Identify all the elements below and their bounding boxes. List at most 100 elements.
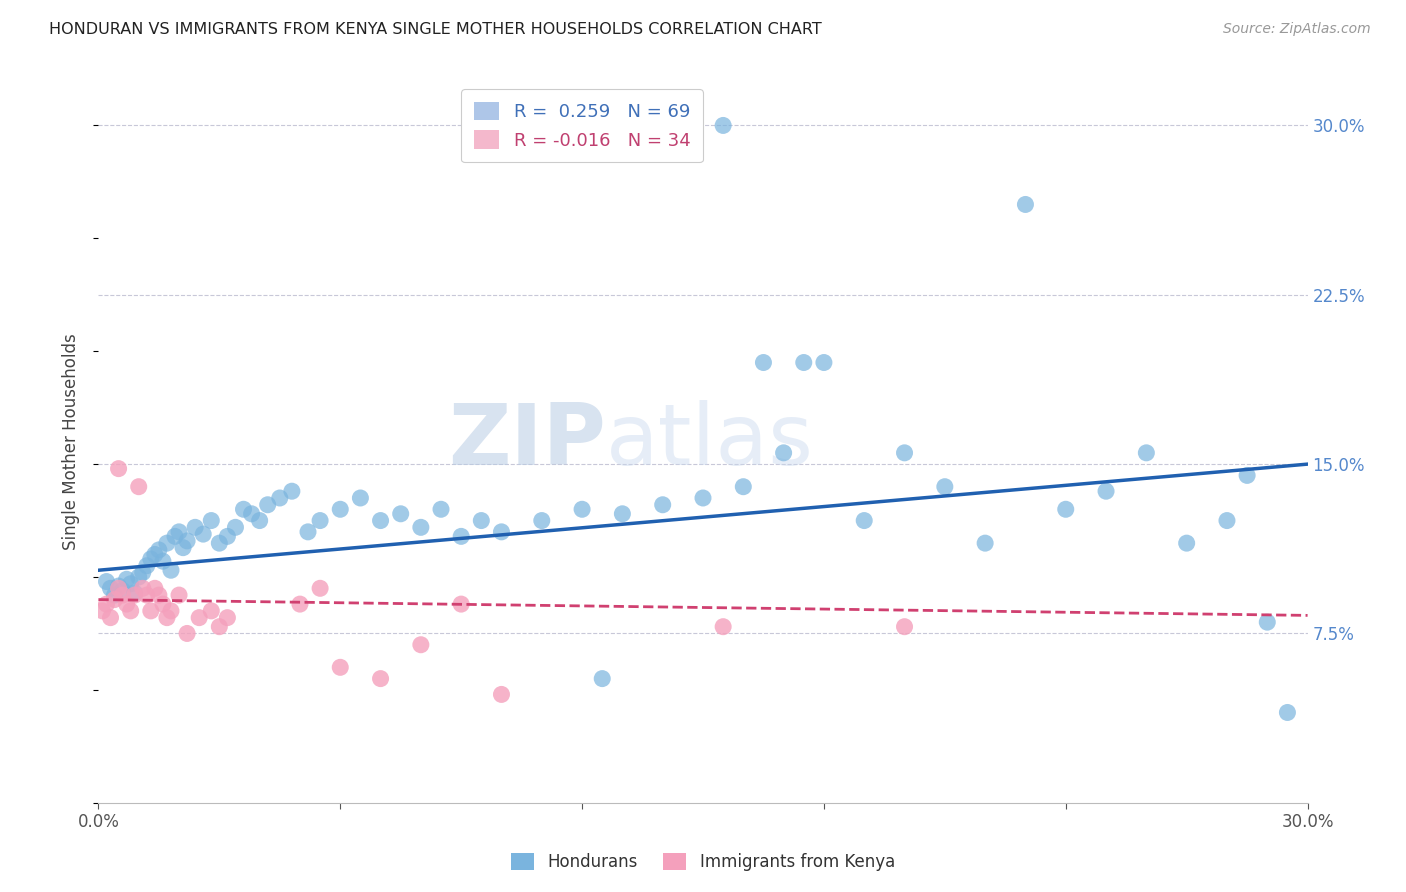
Point: [176, 533, 198, 548]
Point: [107, 461, 129, 475]
Text: Source: ZipAtlas.com: Source: ZipAtlas.com: [1223, 22, 1371, 37]
Point: [217, 610, 239, 624]
Point: [139, 604, 162, 618]
Point: [167, 524, 190, 539]
Point: [297, 524, 319, 539]
Point: [349, 491, 371, 505]
Point: [208, 536, 231, 550]
Point: [188, 610, 211, 624]
Point: [124, 586, 146, 600]
Point: [530, 514, 553, 528]
Point: [711, 620, 734, 634]
Point: [450, 597, 472, 611]
Point: [143, 548, 166, 562]
Point: [176, 626, 198, 640]
Point: [103, 592, 125, 607]
Point: [172, 541, 194, 555]
Point: [893, 620, 915, 634]
Point: [167, 588, 190, 602]
Point: [1216, 514, 1239, 528]
Point: [1095, 484, 1118, 499]
Point: [135, 588, 157, 602]
Point: [1236, 468, 1258, 483]
Point: [309, 582, 332, 596]
Point: [115, 597, 138, 611]
Point: [148, 588, 170, 602]
Legend: Hondurans, Immigrants from Kenya: Hondurans, Immigrants from Kenya: [503, 845, 903, 880]
Point: [128, 570, 150, 584]
Text: atlas: atlas: [606, 400, 814, 483]
Point: [853, 514, 876, 528]
Point: [370, 514, 392, 528]
Point: [309, 514, 332, 528]
Point: [612, 507, 634, 521]
Point: [651, 498, 673, 512]
Point: [450, 529, 472, 543]
Point: [100, 582, 122, 596]
Point: [148, 542, 170, 557]
Point: [217, 529, 239, 543]
Point: [184, 520, 207, 534]
Legend: R =  0.259   N = 69, R = -0.016   N = 34: R = 0.259 N = 69, R = -0.016 N = 34: [461, 89, 703, 162]
Point: [160, 604, 183, 618]
Point: [1277, 706, 1299, 720]
Y-axis label: Single Mother Households: Single Mother Households: [62, 334, 80, 549]
Point: [491, 687, 513, 701]
Point: [1135, 446, 1157, 460]
Text: HONDURAN VS IMMIGRANTS FROM KENYA SINGLE MOTHER HOUSEHOLDS CORRELATION CHART: HONDURAN VS IMMIGRANTS FROM KENYA SINGLE…: [49, 22, 823, 37]
Point: [200, 514, 222, 528]
Point: [120, 604, 142, 618]
Point: [733, 480, 755, 494]
Point: [111, 583, 134, 598]
Point: [934, 480, 956, 494]
Point: [132, 582, 155, 596]
Point: [249, 514, 271, 528]
Point: [156, 536, 179, 550]
Point: [1256, 615, 1278, 630]
Point: [107, 579, 129, 593]
Point: [793, 355, 815, 369]
Point: [240, 507, 263, 521]
Point: [111, 588, 134, 602]
Point: [143, 582, 166, 596]
Point: [96, 597, 118, 611]
Point: [1175, 536, 1198, 550]
Point: [974, 536, 997, 550]
Point: [269, 491, 291, 505]
Point: [103, 588, 125, 602]
Point: [813, 355, 835, 369]
Point: [329, 502, 352, 516]
Point: [430, 502, 453, 516]
Point: [115, 572, 138, 586]
Point: [1014, 197, 1036, 211]
Point: [752, 355, 775, 369]
Point: [96, 574, 118, 589]
Point: [128, 480, 150, 494]
Point: [100, 610, 122, 624]
Point: [409, 638, 432, 652]
Point: [370, 672, 392, 686]
Point: [281, 484, 304, 499]
Point: [193, 527, 215, 541]
Point: [152, 554, 174, 568]
Point: [711, 119, 734, 133]
Text: ZIP: ZIP: [449, 400, 606, 483]
Point: [224, 520, 246, 534]
Point: [470, 514, 492, 528]
Point: [107, 582, 129, 596]
Point: [91, 604, 114, 618]
Point: [124, 588, 146, 602]
Point: [772, 446, 794, 460]
Point: [156, 610, 179, 624]
Point: [329, 660, 352, 674]
Point: [208, 620, 231, 634]
Point: [132, 566, 155, 580]
Point: [135, 558, 157, 573]
Point: [591, 672, 613, 686]
Point: [160, 563, 183, 577]
Point: [120, 576, 142, 591]
Point: [571, 502, 593, 516]
Point: [232, 502, 254, 516]
Point: [389, 507, 412, 521]
Point: [491, 524, 513, 539]
